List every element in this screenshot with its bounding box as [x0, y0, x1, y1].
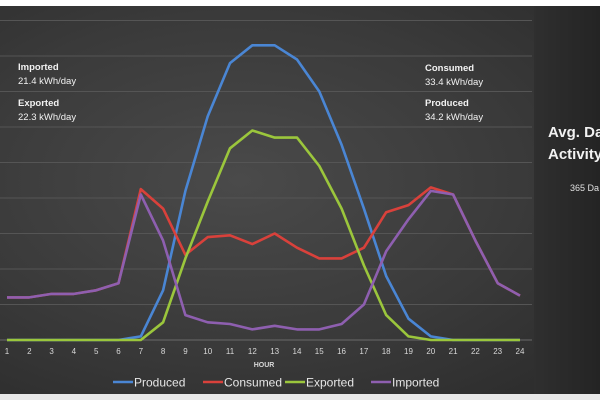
stat-consumed-label: Consumed: [425, 63, 475, 74]
stat-consumed: Consumed 33.4 kWh/day: [425, 62, 483, 90]
x-tick-label: 10: [203, 347, 212, 356]
x-tick-label: 21: [449, 347, 458, 356]
x-tick-label: 17: [359, 347, 368, 356]
x-tick-label: 22: [471, 347, 480, 356]
x-tick-label: 18: [382, 347, 391, 356]
stat-exported-label: Exported: [18, 98, 60, 109]
stat-imported-label: Imported: [18, 62, 59, 73]
x-tick-label: 16: [337, 347, 346, 356]
stat-imported-value: 21.4 kWh/day: [18, 76, 77, 87]
x-tick-label: 8: [161, 347, 166, 356]
bottom-strip: [0, 394, 600, 400]
x-tick-label: 1: [5, 347, 10, 356]
stat-exported-value: 22.3 kWh/day: [18, 112, 77, 123]
side-subtitle: 365 Da: [570, 183, 600, 193]
series-line-exported: [7, 129, 520, 342]
x-tick-label: 14: [293, 347, 302, 356]
stat-imported: Imported 21.4 kWh/day: [18, 61, 76, 89]
x-tick-label: 9: [183, 347, 188, 356]
x-tick-label: 4: [72, 347, 77, 356]
side-title-line2: Activity: [548, 146, 600, 163]
series-line-consumed: [7, 186, 521, 299]
x-tick-label: 7: [139, 347, 144, 356]
x-tick-label: 6: [116, 347, 121, 356]
side-title: Avg. Da Activity: [548, 122, 600, 166]
x-tick-label: 15: [315, 347, 324, 356]
stat-produced-label: Produced: [425, 98, 469, 109]
x-tick-label: 13: [270, 347, 279, 356]
x-tick-label: 12: [248, 347, 257, 356]
x-tick-label: 11: [226, 347, 235, 356]
series-line-imported: [7, 189, 521, 331]
side-panel: [534, 6, 600, 394]
stat-produced-value: 34.2 kWh/day: [425, 112, 484, 123]
stat-consumed-value: 33.4 kWh/day: [425, 77, 484, 88]
legend-label-consumed: Consumed: [224, 376, 282, 390]
stat-exported: Exported 22.3 kWh/day: [18, 97, 76, 125]
stat-produced: Produced 34.2 kWh/day: [425, 97, 483, 125]
x-tick-label: 5: [94, 347, 99, 356]
side-title-line1: Avg. Da: [548, 124, 600, 141]
x-tick-label: 19: [404, 347, 413, 356]
x-tick-label: 3: [49, 347, 54, 356]
x-tick-label: 20: [426, 347, 435, 356]
legend-label-imported: Imported: [392, 376, 439, 390]
x-axis-label: HOUR: [254, 362, 275, 369]
x-tick-label: 2: [27, 347, 32, 356]
legend-label-exported: Exported: [306, 376, 354, 390]
x-tick-label: 23: [493, 347, 502, 356]
legend-label-produced: Produced: [134, 376, 185, 390]
x-tick-label: 24: [516, 347, 525, 356]
